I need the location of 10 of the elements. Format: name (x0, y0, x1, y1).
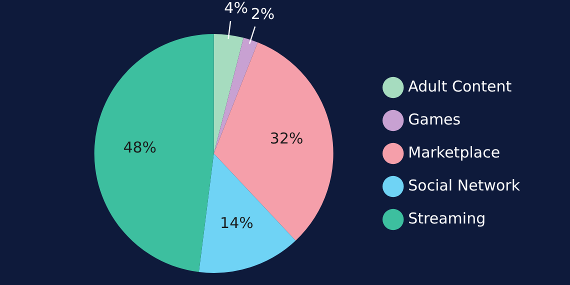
legend-label: Games (408, 110, 461, 128)
data-label: 32% (270, 130, 304, 148)
legend-label: Adult Content (408, 77, 512, 96)
data-label: 14% (220, 214, 254, 232)
data-label: 48% (123, 138, 157, 157)
legend-label: Marketplace (408, 143, 500, 162)
data-label: 4% (224, 0, 248, 18)
legend-label: Streaming (408, 209, 486, 228)
legend-label: Social Network (408, 176, 520, 194)
data-label: 2% (250, 5, 275, 24)
